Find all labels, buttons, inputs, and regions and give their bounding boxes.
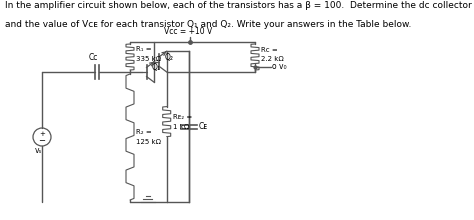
Text: 125 kΩ: 125 kΩ: [136, 139, 161, 145]
Text: and the value of Vᴄᴇ for each transistor Q₁ and Q₂. Write your answers in the Ta: and the value of Vᴄᴇ for each transistor…: [5, 20, 411, 29]
Text: Cᴇ: Cᴇ: [199, 122, 208, 131]
Text: Rᴄ =: Rᴄ =: [261, 47, 278, 53]
Text: vₛ: vₛ: [34, 146, 42, 155]
Text: In the amplifier circuit shown below, each of the transistors has a β = 100.  De: In the amplifier circuit shown below, ea…: [5, 1, 474, 10]
Text: Rᴇ₂ =: Rᴇ₂ =: [173, 114, 192, 120]
Text: Cᴄ: Cᴄ: [88, 53, 98, 62]
Text: R₁ =: R₁ =: [136, 46, 152, 52]
Text: o v₀: o v₀: [272, 62, 287, 70]
Text: −: −: [38, 137, 46, 146]
Text: Q₁: Q₁: [152, 63, 161, 72]
Text: 2.2 kΩ: 2.2 kΩ: [261, 56, 284, 62]
Text: +: +: [39, 131, 45, 137]
Text: 335 kΩ: 335 kΩ: [136, 56, 161, 62]
Text: Q₂: Q₂: [164, 53, 173, 62]
Text: R₂ =: R₂ =: [136, 129, 152, 135]
Text: 1 kΩ: 1 kΩ: [173, 124, 189, 130]
Text: Vᴄᴄ = +10 V: Vᴄᴄ = +10 V: [164, 27, 212, 36]
